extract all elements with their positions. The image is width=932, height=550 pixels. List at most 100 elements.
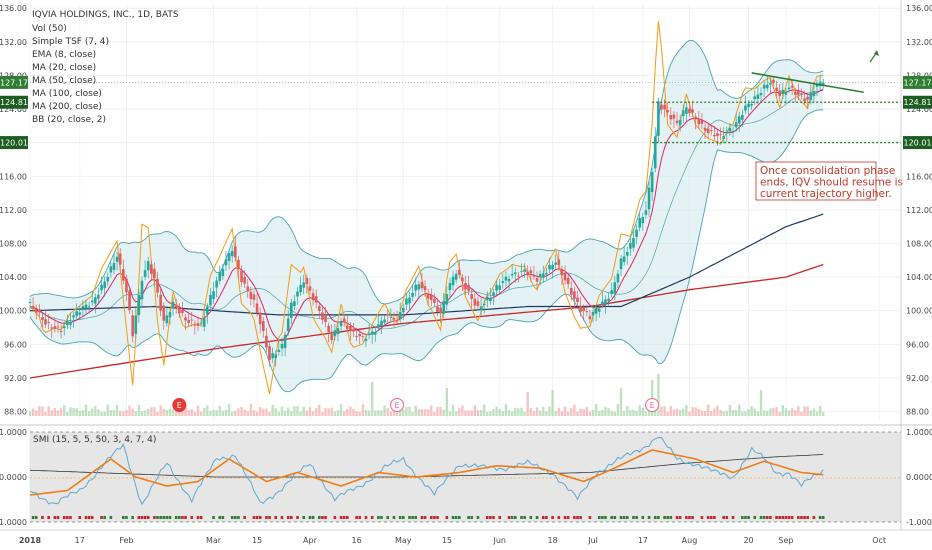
smi-signal-dot: [523, 516, 526, 519]
smi-signal-dot: [420, 516, 424, 519]
candle-body: [342, 318, 346, 322]
volume-bar: [501, 411, 505, 416]
smi-y-tick-label-right: 1.0000: [906, 428, 932, 437]
smi-signal-dot: [255, 516, 259, 519]
candle-body: [526, 271, 530, 276]
volume-bar: [629, 409, 632, 416]
candle-body: [97, 294, 100, 299]
volume-bar: [563, 406, 567, 416]
volume-bar: [193, 411, 197, 416]
legend-ma50: MA (50, close): [32, 76, 96, 86]
smi-signal-dot: [90, 516, 94, 519]
candle-body: [622, 256, 626, 263]
candle-body: [212, 291, 215, 300]
volume-bar: [613, 411, 617, 416]
time-axis: 2018 17 Feb Mar 15 Apr 16 May 15 Jun 18 Jul 17 Aug 20 S…: [19, 536, 886, 545]
volume-bar: [50, 410, 53, 416]
candle-body: [750, 104, 753, 106]
volume-bar: [333, 411, 337, 416]
y-tick-label-right: 92.00: [906, 374, 929, 383]
volume-bar: [800, 411, 803, 416]
candle-body: [716, 133, 719, 136]
candle-body: [582, 307, 586, 311]
smi-signal-line: [29, 449, 824, 496]
smi-signal-dot: [69, 516, 72, 519]
candle-body: [324, 315, 327, 322]
volume-bar: [234, 410, 237, 416]
volume-bar: [797, 406, 800, 416]
volume-bar: [448, 411, 452, 416]
candle-body: [168, 312, 172, 318]
smi-signal-dot: [181, 516, 184, 519]
candle-body: [423, 286, 427, 290]
volume-bar: [271, 404, 274, 416]
volume-bar: [582, 408, 585, 416]
smi-signal-dot: [125, 516, 128, 519]
candle-body: [541, 273, 545, 278]
bollinger-bands: [29, 39, 824, 393]
candle-body: [737, 116, 741, 124]
smi-signal-dot: [806, 516, 809, 519]
volume-bar: [346, 409, 349, 416]
candle-body: [439, 307, 442, 314]
candle-body: [398, 312, 402, 320]
volume-bar: [137, 404, 141, 416]
candle-body: [545, 272, 548, 275]
candle-body: [420, 281, 424, 289]
candle-body: [479, 306, 483, 310]
volume-bar: [675, 408, 679, 416]
candle-body: [417, 284, 421, 290]
smi-signal-dot: [747, 516, 750, 519]
candle-body: [411, 292, 414, 297]
candle-body: [797, 90, 800, 95]
volume-bar: [252, 410, 256, 416]
smi-signal-dot: [221, 516, 225, 519]
candle-body: [429, 294, 433, 301]
volume-bar: [722, 411, 725, 416]
volume-bar: [203, 407, 206, 416]
volume-bar: [762, 410, 766, 416]
volume-bar: [697, 408, 701, 416]
candle-body: [741, 115, 744, 120]
candle-body: [629, 243, 632, 249]
smi-signal-dot: [529, 516, 533, 519]
volume-bar: [451, 405, 455, 416]
smi-signal-dot: [797, 516, 800, 519]
y-tick-label-left: 112.00: [0, 206, 27, 215]
volume-bar: [691, 407, 694, 416]
smi-signal-dot: [218, 516, 222, 519]
volume-bar: [184, 406, 187, 416]
volume-bar: [520, 407, 523, 416]
smi-y-tick-label-right: 0.0000: [906, 473, 932, 482]
candle-body: [517, 275, 520, 277]
volume-bar: [470, 410, 473, 416]
annotation[interactable]: Once consolidation phase ends, IQV shoul…: [755, 161, 903, 201]
legend-ma200: MA (200, close): [32, 102, 102, 112]
price-badges: 127.17 127.17 124.81 124.81 120.01 120.01: [0, 75, 932, 150]
x-tick-label: 16: [352, 536, 362, 545]
earnings-marker-label: E: [177, 401, 182, 410]
volume-bar: [626, 406, 629, 416]
smi-signal-dot: [485, 516, 489, 519]
candle-body: [405, 298, 408, 305]
volume-bar: [660, 406, 663, 416]
smi-signal-dot: [653, 516, 657, 519]
candle-body: [591, 311, 595, 316]
candle-body: [392, 318, 396, 320]
volume-bar: [336, 410, 340, 416]
candle-body: [94, 297, 97, 304]
volume-bar: [66, 411, 69, 416]
price-badge-bg: [0, 75, 28, 89]
volume-bar: [364, 409, 368, 416]
price-badge-bg: [903, 136, 932, 150]
candle-body: [657, 101, 660, 136]
volume-bar: [772, 407, 775, 416]
candle-body: [361, 336, 365, 338]
candle-body: [184, 317, 187, 321]
candle-body: [812, 91, 816, 97]
smi-signal-dot: [355, 516, 358, 519]
smi-signal-dot: [576, 516, 579, 519]
volume-bar: [682, 408, 685, 416]
smi-signal-dot: [765, 516, 769, 519]
